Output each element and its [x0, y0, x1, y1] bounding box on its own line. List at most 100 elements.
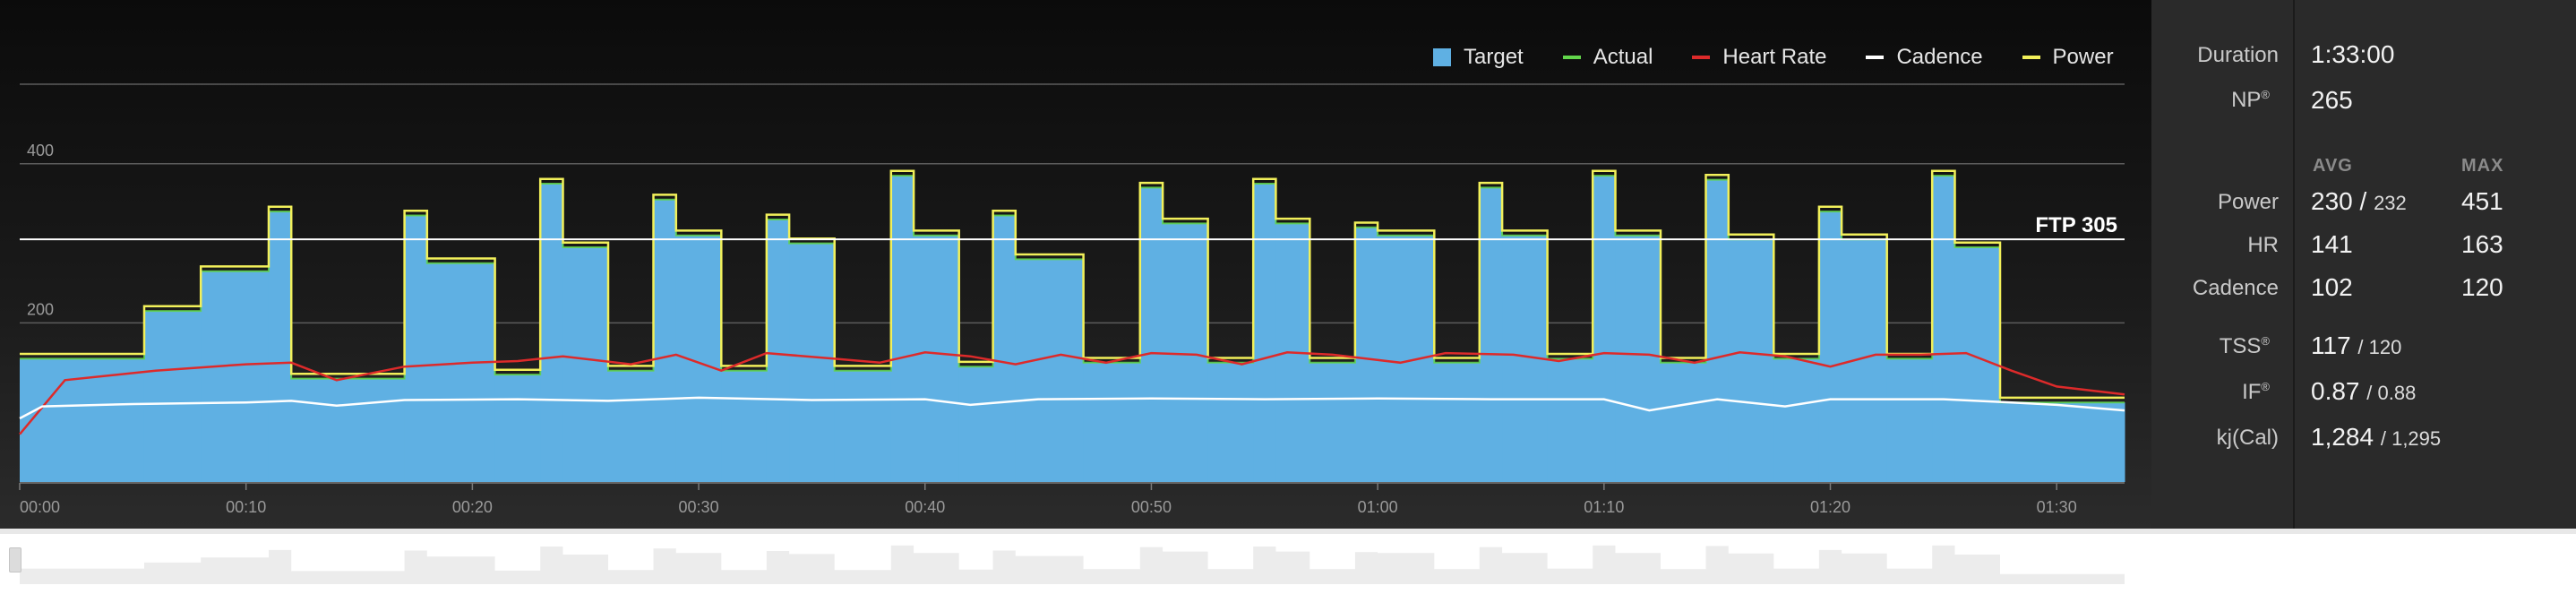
target-segment-40	[1728, 239, 1774, 482]
target-segment-37	[1615, 235, 1662, 482]
kj-value: 1,284 / 1,295	[2311, 423, 2441, 452]
target-segment-45	[1932, 176, 1955, 482]
target-segment-15	[766, 219, 790, 482]
tss-reg-mark: ®	[2261, 334, 2270, 348]
target-segment-18	[890, 176, 914, 482]
kj-label: kj(Cal)	[2216, 426, 2279, 450]
x-tick-label-00:00: 00:00	[20, 498, 60, 516]
power-avg-value: 230 /	[2311, 187, 2367, 215]
hr-max: 163	[2461, 230, 2503, 258]
target-segment-4	[268, 211, 292, 482]
np-label: NP®	[2141, 88, 2270, 113]
target-segment-21	[992, 215, 1017, 482]
target-segment-17	[834, 370, 892, 482]
hr-avg: 141	[2311, 230, 2353, 258]
kj-actual: 1,284	[2311, 423, 2374, 451]
scrubber-top-border	[0, 529, 2576, 534]
tss-actual: 117	[2311, 331, 2351, 359]
target-segment-36	[1593, 176, 1616, 482]
target-segment-2	[143, 311, 202, 482]
target-segment-30	[1354, 227, 1378, 482]
target-swatch	[1433, 48, 1451, 66]
legend-target[interactable]: Target	[1433, 45, 1524, 70]
workout-chart: 400 200 FTP 305 00:00 00:10 00:20 00:30 00:40 00…	[19, 83, 2125, 516]
tss-target: / 120	[2357, 336, 2402, 358]
legend-power-label: Power	[2052, 45, 2114, 69]
tss-label-text: TSS	[2219, 334, 2262, 358]
avg-header: AVG	[2313, 156, 2353, 176]
np-reg-mark: ®	[2261, 88, 2270, 101]
target-segment-14	[721, 370, 768, 482]
target-segment-13	[675, 235, 722, 482]
power-avg-secondary: 232	[2374, 192, 2407, 214]
power-swatch	[2022, 56, 2040, 59]
stats-divider	[2293, 0, 2295, 529]
legend-target-label: Target	[1464, 45, 1524, 69]
target-segment-19	[914, 235, 960, 482]
target-segment-6	[404, 215, 428, 482]
np-value: 265	[2311, 86, 2353, 114]
legend-actual-label: Actual	[1593, 45, 1653, 69]
chart-legend: Target Actual Heart Rate Cadence Power	[1433, 42, 2114, 73]
tss-label: TSS®	[2141, 334, 2270, 359]
x-tick-label-00:40: 00:40	[905, 498, 945, 516]
power-line	[20, 169, 2125, 400]
target-segment-7	[426, 263, 496, 482]
if-label-text: IF	[2242, 380, 2262, 404]
max-header: MAX	[2461, 156, 2504, 176]
heart-rate-line	[19, 351, 2125, 435]
y-tick-label-200: 200	[27, 300, 54, 318]
target-segment-29	[1309, 362, 1356, 482]
target-segment-11	[607, 370, 655, 482]
hr-label: HR	[2247, 233, 2279, 257]
y-tick-label-400: 400	[27, 142, 54, 159]
cadence-swatch	[1866, 56, 1885, 59]
target-segment-44	[1886, 358, 1933, 482]
cadence-max: 120	[2461, 273, 2503, 301]
target-segment-31	[1378, 235, 1435, 482]
target-segment-27	[1253, 184, 1276, 482]
legend-power[interactable]: Power	[2022, 45, 2114, 70]
cadence-label: Cadence	[2192, 276, 2279, 300]
target-segment-35	[1547, 358, 1593, 482]
if-target: / 0.88	[2366, 382, 2417, 404]
if-reg-mark: ®	[2261, 380, 2270, 393]
power-avg: 230 / 232	[2311, 187, 2407, 216]
target-segment-32	[1434, 362, 1481, 482]
if-label: IF®	[2141, 380, 2270, 405]
legend-heart-rate[interactable]: Heart Rate	[1692, 45, 1826, 70]
if-actual: 0.87	[2311, 377, 2360, 405]
kj-target: / 1,295	[2380, 427, 2442, 450]
target-segment-42	[1818, 211, 1842, 482]
target-segment-5	[291, 378, 406, 482]
ftp-label: FTP 305	[2035, 213, 2117, 237]
np-label-text: NP	[2231, 88, 2262, 112]
target-segment-22	[1015, 259, 1085, 482]
tss-value: 117 / 120	[2311, 331, 2401, 360]
actual-swatch	[1562, 56, 1581, 59]
target-segment-23	[1083, 362, 1141, 482]
x-tick-label-00:50: 00:50	[1131, 498, 1172, 516]
legend-actual[interactable]: Actual	[1562, 45, 1653, 70]
x-tick-label-00:30: 00:30	[679, 498, 719, 516]
target-segment-33	[1479, 187, 1503, 482]
scrubber-profile	[20, 545, 2125, 584]
chart-panel: 400 200 FTP 305 00:00 00:10 00:20 00:30 00:40 00…	[0, 0, 2151, 529]
stats-panel	[2151, 0, 2576, 529]
target-segment-1	[20, 358, 145, 482]
target-segment-41	[1773, 358, 1820, 482]
legend-cadence[interactable]: Cadence	[1866, 45, 1983, 70]
x-tick-label-01:00: 01:00	[1358, 498, 1398, 516]
timeline-scrubber[interactable]	[0, 529, 2576, 590]
x-tick-label-01:20: 01:20	[1810, 498, 1850, 516]
target-segment-47	[2000, 402, 2125, 482]
scrubber-handle[interactable]	[9, 547, 21, 572]
x-tick-label-01:10: 01:10	[1584, 498, 1624, 516]
target-segment-26	[1207, 362, 1254, 482]
duration-label: Duration	[2197, 43, 2279, 67]
cadence-line	[19, 396, 2125, 420]
target-segment-38	[1660, 362, 1707, 482]
x-tick-label-01:30: 01:30	[2037, 498, 2077, 516]
scrubber-overview	[20, 545, 2125, 584]
x-tick-label-00:10: 00:10	[226, 498, 266, 516]
